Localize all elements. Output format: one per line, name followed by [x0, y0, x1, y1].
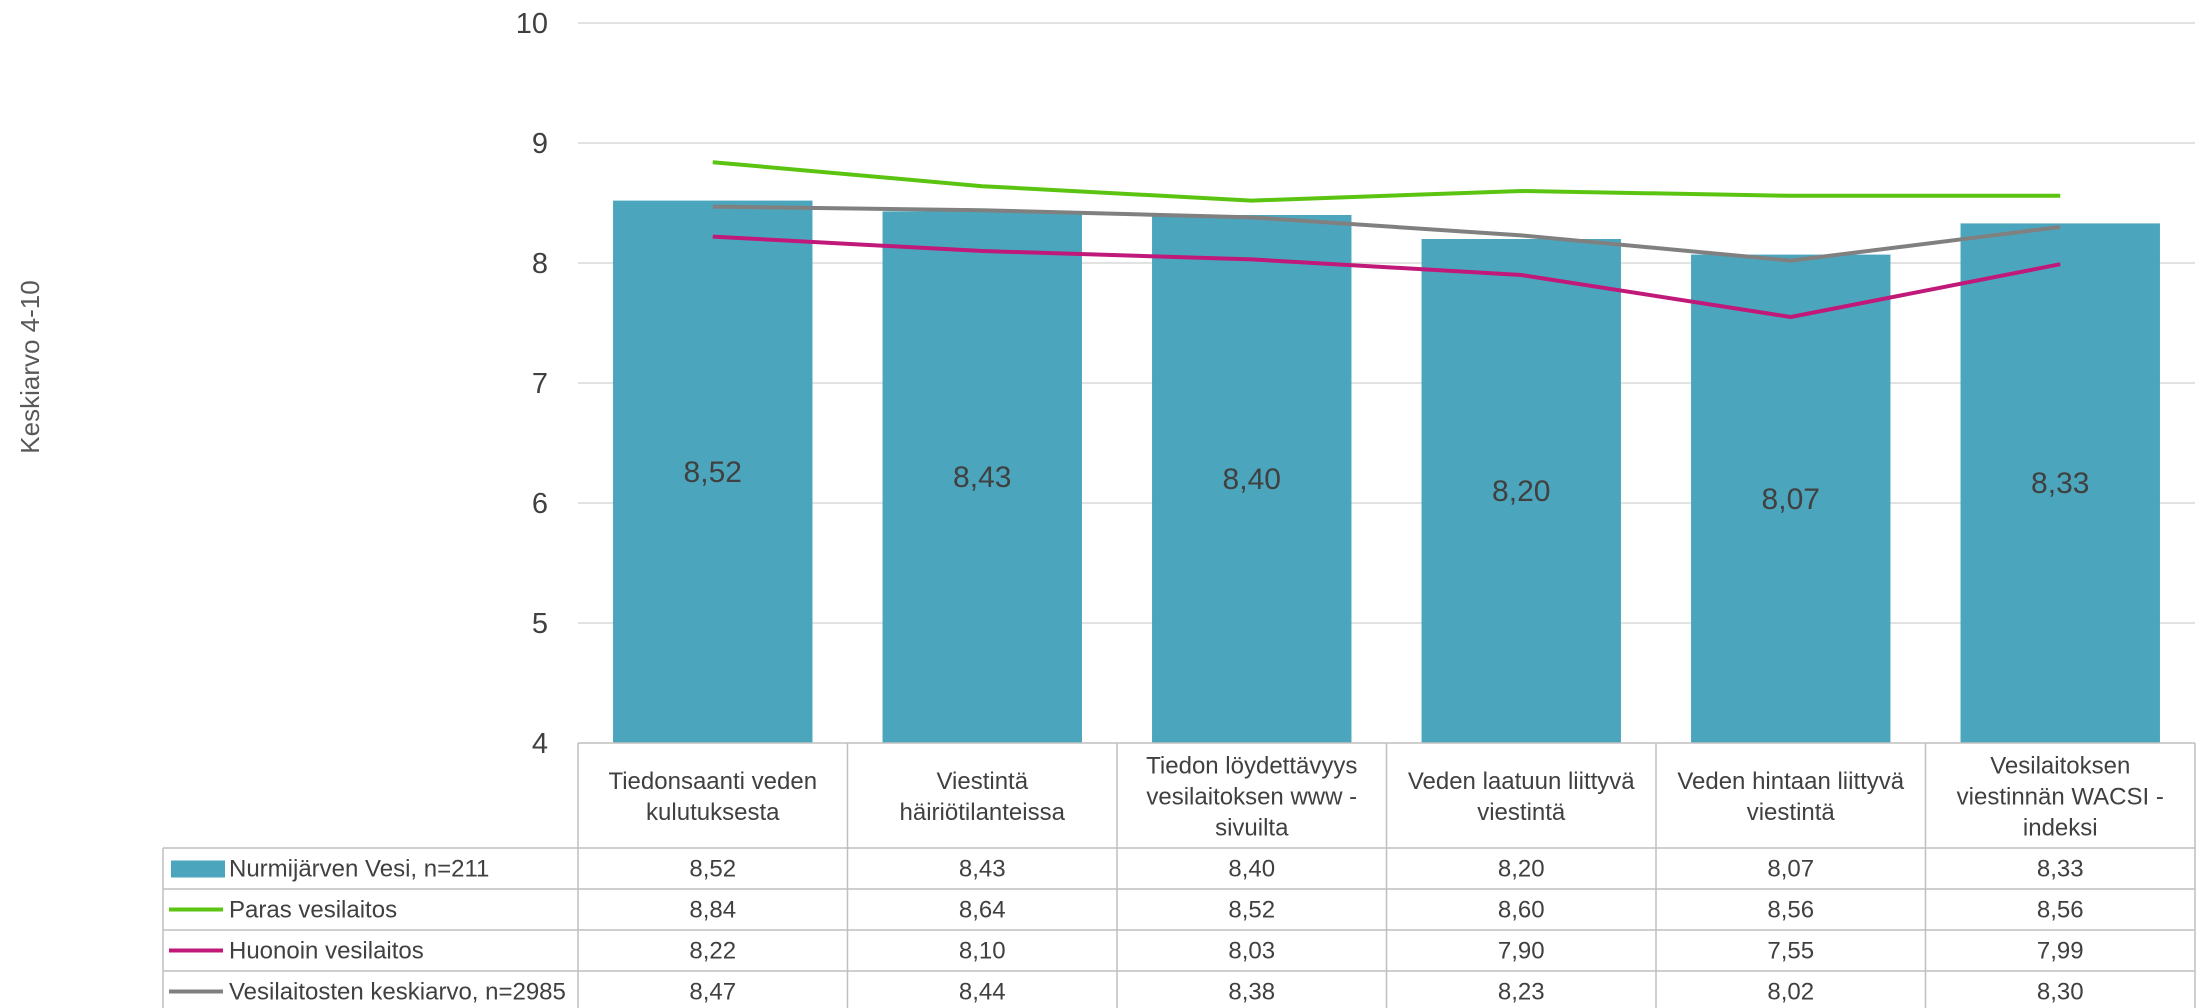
bar-data-label: 8,20	[1492, 475, 1550, 508]
y-axis-label: Keskiarvo 4-10	[15, 280, 45, 453]
table-cell: 8,07	[1767, 856, 1814, 883]
legend-label: Huonoin vesilaitos	[229, 938, 424, 965]
bar	[1152, 215, 1352, 743]
bar	[613, 200, 813, 744]
table-cell: 7,55	[1767, 938, 1814, 965]
table-cell: 8,64	[959, 897, 1006, 924]
bars	[613, 200, 2160, 744]
table-cell: 8,02	[1767, 979, 1814, 1006]
bar	[1691, 254, 1891, 743]
table-cell: 8,03	[1228, 938, 1275, 965]
table-cell: 7,90	[1498, 938, 1545, 965]
bar	[882, 211, 1082, 743]
table-cell: 8,30	[2037, 979, 2084, 1006]
table-cell: 8,38	[1228, 979, 1275, 1006]
category-label: Tiedon löydettävyys vesilaitoksen www -si…	[1146, 753, 1357, 842]
table-cell: 8,84	[689, 897, 736, 924]
table-cell: 8,52	[689, 856, 736, 883]
y-tick-label: 4	[532, 728, 548, 760]
category-label: Viestintä häiriötilanteissa	[900, 768, 1066, 826]
table-cell: 8,56	[1767, 897, 1814, 924]
y-tick-label: 8	[532, 248, 548, 280]
y-tick-label: 5	[532, 608, 548, 640]
bar-data-label: 8,33	[2031, 467, 2089, 500]
category-label: Vesilaitoksen viestinnän WACSI -indeksi	[1957, 753, 2164, 842]
table-cell: 8,60	[1498, 897, 1545, 924]
table-cell: 8,56	[2037, 897, 2084, 924]
y-tick-label: 9	[532, 128, 548, 160]
table-cell: 7,99	[2037, 938, 2084, 965]
y-tick-label: 6	[532, 488, 548, 520]
bar-data-label: 8,43	[953, 461, 1011, 494]
table-cell: 8,22	[689, 938, 736, 965]
table-cell: 8,44	[959, 979, 1006, 1006]
table-cell: 8,20	[1498, 856, 1545, 883]
table-cell: 8,10	[959, 938, 1006, 965]
y-tick-label: 10	[516, 8, 548, 40]
data-table: Tiedonsaanti veden kulutuksesta Viestintä h…	[162, 742, 2196, 1008]
bar	[1421, 239, 1621, 743]
legend-swatch	[171, 860, 225, 878]
category-label: Veden hintaan liittyvä viestintä	[1677, 768, 1904, 826]
series-line	[712, 234, 2061, 319]
bar-data-label: 8,52	[684, 456, 742, 489]
table-cell: 8,33	[2037, 856, 2084, 883]
legend-label: Vesilaitosten keskiarvo, n=2985	[229, 979, 566, 1006]
table-cell: 8,23	[1498, 979, 1545, 1006]
category-label: Veden laatuun liittyvä viestintä	[1408, 768, 1635, 826]
bar	[1960, 223, 2160, 743]
legend-label: Nurmijärven Vesi, n=211	[229, 856, 489, 883]
table-cell: 8,40	[1228, 856, 1275, 883]
category-label: Tiedonsaanti veden kulutuksesta	[608, 768, 817, 826]
bar-data-label: 8,40	[1223, 463, 1281, 496]
bar-data-label: 8,07	[1762, 483, 1820, 516]
table-cell: 8,43	[959, 856, 1006, 883]
table-cell: 8,47	[689, 979, 736, 1006]
table-cell: 8,52	[1228, 897, 1275, 924]
y-tick-labels: 4 5 6 7 8 9 10	[516, 8, 548, 760]
gridlines	[578, 22, 2195, 624]
series-line	[712, 160, 2061, 203]
series-lines	[712, 160, 2061, 319]
y-tick-label: 7	[532, 368, 548, 400]
legend-label: Paras vesilaitos	[229, 897, 397, 924]
data-labels: 8,52 8,43 8,40 8,20 8,07 8,33	[684, 456, 2090, 516]
series-line	[712, 204, 2061, 263]
